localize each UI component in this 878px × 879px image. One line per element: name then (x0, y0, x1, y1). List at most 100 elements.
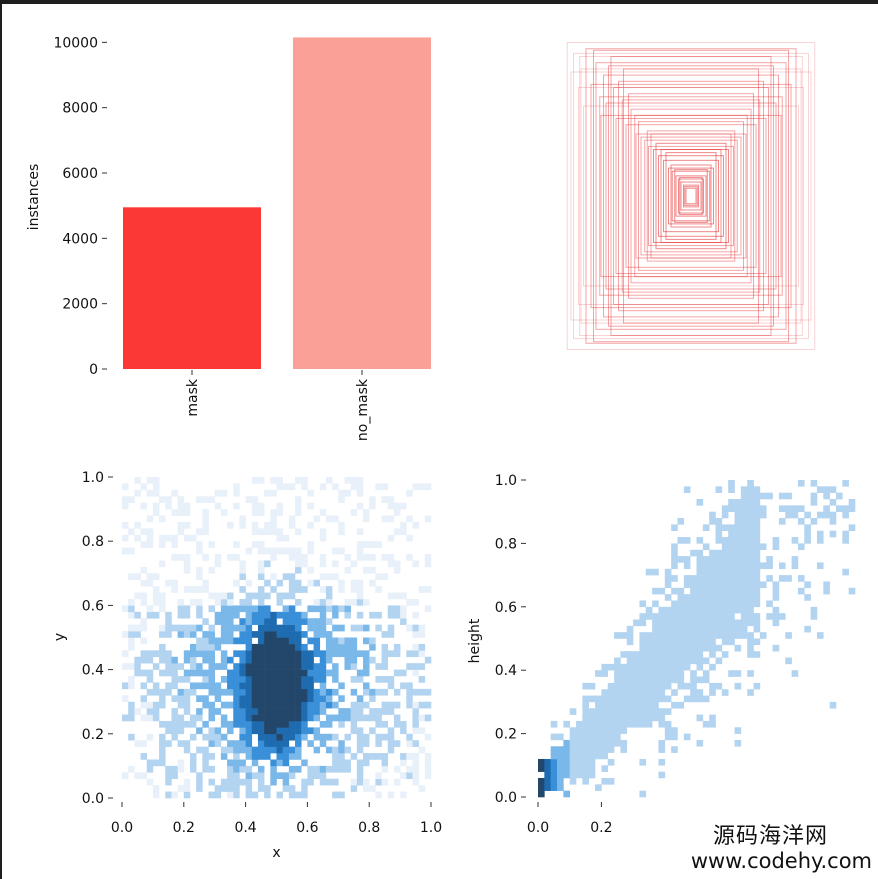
hist-cell (276, 695, 283, 702)
hist-cell (295, 753, 302, 760)
hist-cell (406, 765, 413, 773)
hist-cell (633, 663, 640, 671)
hist-cell (842, 530, 849, 538)
hist-cell (363, 624, 370, 632)
x-tick-label: 1.0 (420, 820, 442, 836)
hist-cell (557, 771, 564, 779)
hist-cell (140, 541, 148, 548)
hist-cell (350, 509, 358, 516)
hist-cell (375, 772, 382, 780)
hist-cell (338, 682, 345, 690)
hist-cell (134, 477, 141, 484)
hist-cell (381, 759, 389, 767)
hist-cell (338, 708, 345, 715)
hist-cell (588, 765, 596, 772)
hist-cell (766, 492, 773, 500)
hist-cell (233, 701, 240, 709)
hist-cell (356, 541, 364, 548)
hist-cell (227, 656, 234, 664)
hist-cell (196, 611, 203, 619)
hist-cell (709, 562, 716, 570)
hist-cell (233, 785, 240, 792)
label-box (674, 169, 708, 223)
hist-cell (282, 759, 290, 767)
hist-cell (829, 511, 837, 519)
hist-cell (563, 739, 570, 747)
label-box (578, 87, 804, 305)
hist-cell (620, 689, 628, 696)
hist-cell (356, 650, 364, 658)
hist-cell (406, 663, 413, 670)
hist-cell (307, 778, 314, 786)
hist-cell (313, 605, 321, 613)
hist-cell (816, 530, 824, 538)
label-box (605, 102, 777, 290)
hist-cell (307, 579, 314, 587)
hist-cell (208, 778, 215, 786)
hist-cell (747, 613, 754, 620)
hist-cell (146, 579, 154, 587)
hist-cell (233, 637, 240, 645)
hist-cell (325, 618, 333, 625)
hist-cell (639, 613, 647, 620)
hist-cell (715, 581, 723, 589)
hist-cell (664, 663, 672, 671)
hist-cell (301, 611, 308, 619)
hist-cell (645, 708, 653, 715)
label-box (593, 49, 789, 343)
hist-cell (381, 708, 389, 715)
hist-cell (715, 657, 723, 665)
hist-cell (140, 695, 148, 702)
hist-cell (614, 670, 621, 677)
hist-cell (159, 605, 166, 613)
hist-cell (582, 727, 590, 734)
hist-cell (381, 733, 389, 741)
hist-cell (412, 624, 419, 632)
hist-cell (696, 613, 704, 620)
hist-cell (128, 573, 135, 581)
hist-cell (753, 587, 761, 595)
hist-cell (165, 579, 172, 587)
hist-cell (356, 772, 364, 780)
hist-cell (338, 746, 345, 754)
hist-cell (645, 670, 653, 677)
hist-cell (257, 502, 265, 510)
hist-cell (208, 656, 215, 664)
hist-cell (196, 528, 203, 536)
hist-cell (683, 651, 691, 658)
hist-cell (785, 632, 792, 639)
hist-cell (683, 537, 691, 544)
hist-cell (165, 663, 172, 670)
hist-cell (393, 605, 401, 613)
hist-cell (276, 547, 283, 555)
hist-cell (721, 543, 729, 551)
hist-cell (264, 521, 271, 529)
hist-cell (696, 695, 704, 703)
hist-cell (264, 637, 271, 645)
hist-cell (270, 701, 277, 709)
hist-cell (721, 562, 729, 570)
hist-cell (671, 562, 678, 570)
hist-cell (270, 547, 277, 555)
hist-cell (189, 688, 197, 696)
hist-cell (313, 688, 321, 696)
hist-cell (387, 592, 395, 600)
hist-cell (282, 592, 290, 600)
label-box (670, 164, 712, 228)
hist-cell (728, 594, 735, 601)
hist-cell (177, 785, 185, 792)
hist-cell (171, 695, 178, 702)
hist-cell (375, 714, 382, 722)
hist-cell (276, 791, 283, 799)
hist-cell (721, 632, 729, 639)
hist-cell (159, 701, 166, 709)
hist-cell (633, 695, 640, 703)
hist-cell (363, 759, 370, 767)
hist-cell (183, 746, 191, 754)
hist-cell (344, 566, 351, 574)
hist-cell (307, 502, 314, 510)
hist-cell (356, 759, 364, 767)
hist-cell (652, 587, 659, 595)
hist-cell (288, 611, 296, 619)
hist-cell (747, 606, 754, 614)
